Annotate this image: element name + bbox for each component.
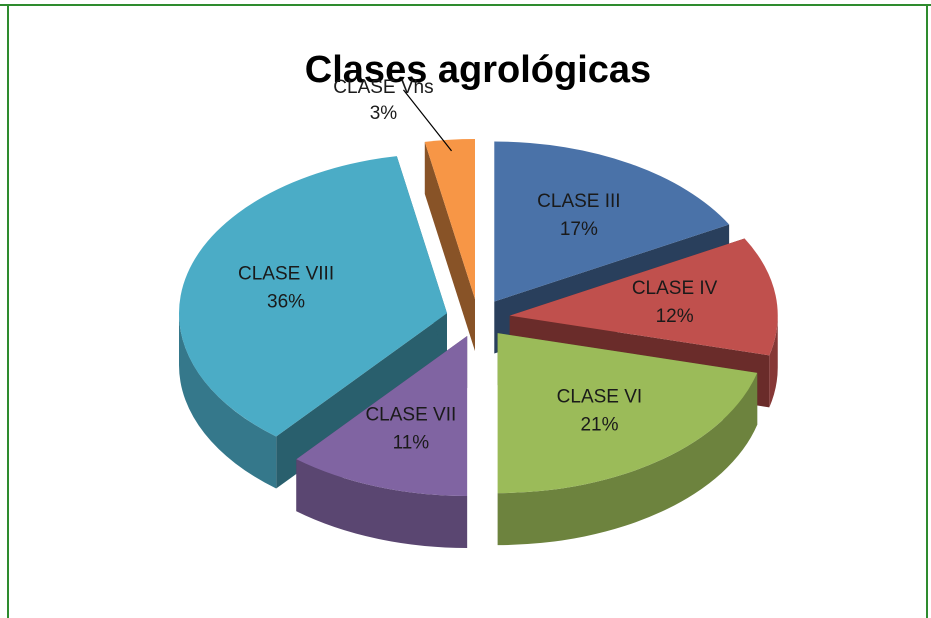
data-label-value: 11% [393,432,430,453]
data-label-value: 12% [656,306,694,327]
data-label-value: 36% [267,292,305,313]
slice [494,141,730,302]
slice [424,138,475,299]
data-label-value: 17% [560,219,598,240]
slice [497,333,758,494]
data-label-value: 3% [370,103,398,124]
data-label-name: CLASE III [537,191,620,212]
slice [424,138,475,351]
slice [497,333,758,546]
slice [509,238,778,356]
data-label-name: CLASE VI [557,386,643,407]
data-label-name: CLASE VII [365,404,456,425]
chart-title: Clases agrológicas [305,49,651,91]
slice-radial-wall [424,141,475,351]
slice [296,335,468,496]
slice-outer-wall [497,372,758,546]
slice-outer-wall [179,313,277,489]
leader-line [402,89,453,152]
slice-outer-wall [296,459,468,548]
slice [179,156,448,437]
slice [296,335,468,548]
data-label-name: CLASE VIII [238,264,334,285]
data-label-value: 21% [580,414,618,435]
data-label-name: CLASE Vhs [333,77,433,98]
slice-outer-wall [769,315,778,408]
data-label-name: CLASE IV [632,278,718,299]
